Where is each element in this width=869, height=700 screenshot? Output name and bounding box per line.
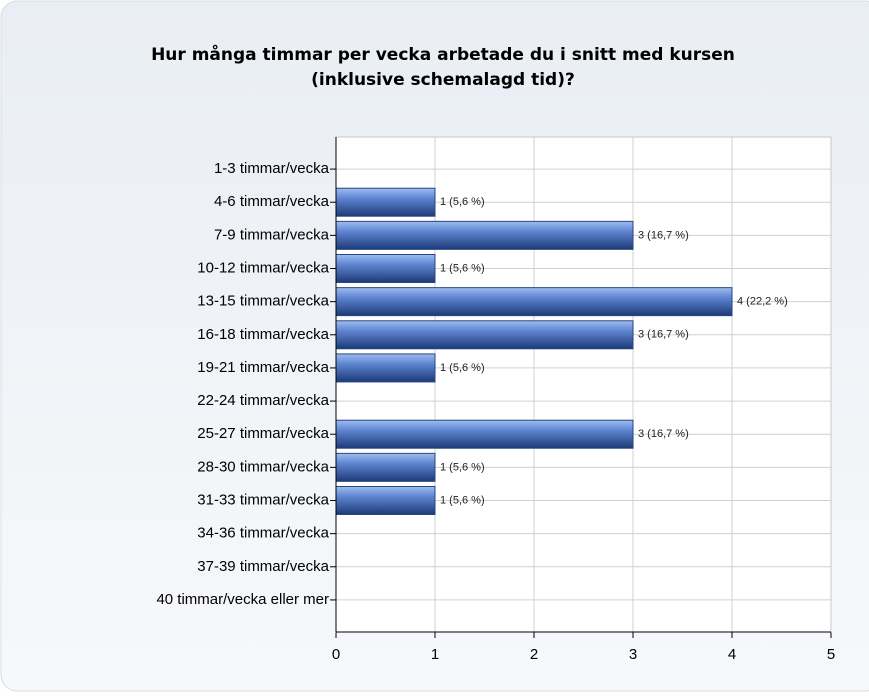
chart-title: Hur många timmar per vecka arbetade du i… bbox=[151, 43, 735, 65]
x-tick-label: 3 bbox=[629, 646, 637, 663]
x-tick-label: 2 bbox=[530, 646, 538, 663]
y-tick-label: 7-9 timmar/vecka bbox=[214, 226, 330, 243]
x-tick-label: 0 bbox=[332, 646, 340, 663]
y-tick-label: 13-15 timmar/vecka bbox=[197, 293, 329, 310]
y-tick-label: 40 timmar/vecka eller mer bbox=[156, 591, 329, 608]
value-label: 1 (5,6 %) bbox=[440, 196, 485, 208]
y-tick-label: 34-36 timmar/vecka bbox=[197, 525, 329, 542]
y-tick-label: 22-24 timmar/vecka bbox=[197, 392, 329, 409]
y-tick-label: 31-33 timmar/vecka bbox=[197, 491, 329, 508]
y-tick-label: 28-30 timmar/vecka bbox=[197, 458, 329, 475]
plot-area bbox=[336, 137, 831, 632]
bar bbox=[335, 353, 436, 383]
bar bbox=[335, 254, 436, 283]
x-tick-label: 1 bbox=[431, 646, 439, 663]
bar bbox=[335, 419, 634, 449]
bar bbox=[335, 287, 733, 317]
y-tick-label: 1-3 timmar/vecka bbox=[214, 160, 330, 177]
y-tick-label: 4-6 timmar/vecka bbox=[214, 193, 330, 210]
value-label: 4 (22,2 %) bbox=[737, 296, 788, 308]
y-tick-label: 37-39 timmar/vecka bbox=[197, 558, 329, 575]
value-label: 1 (5,6 %) bbox=[440, 494, 485, 506]
y-tick-label: 25-27 timmar/vecka bbox=[197, 425, 329, 442]
bar bbox=[335, 320, 634, 350]
value-label: 3 (16,7 %) bbox=[638, 229, 689, 241]
y-tick-label: 19-21 timmar/vecka bbox=[197, 359, 329, 376]
bar bbox=[335, 452, 436, 482]
chart-title: (inklusive schemalagd tid)? bbox=[311, 70, 575, 90]
bar bbox=[335, 220, 634, 250]
value-label: 3 (16,7 %) bbox=[638, 329, 689, 341]
value-label: 1 (5,6 %) bbox=[440, 461, 485, 473]
bar bbox=[335, 187, 436, 217]
x-tick-label: 4 bbox=[728, 646, 736, 663]
value-label: 3 (16,7 %) bbox=[638, 428, 689, 440]
y-tick-label: 16-18 timmar/vecka bbox=[197, 326, 329, 343]
value-label: 1 (5,6 %) bbox=[440, 362, 485, 374]
x-tick-label: 5 bbox=[827, 646, 835, 663]
bar bbox=[335, 486, 436, 515]
value-label: 1 (5,6 %) bbox=[440, 262, 485, 274]
y-tick-label: 10-12 timmar/vecka bbox=[197, 259, 329, 276]
